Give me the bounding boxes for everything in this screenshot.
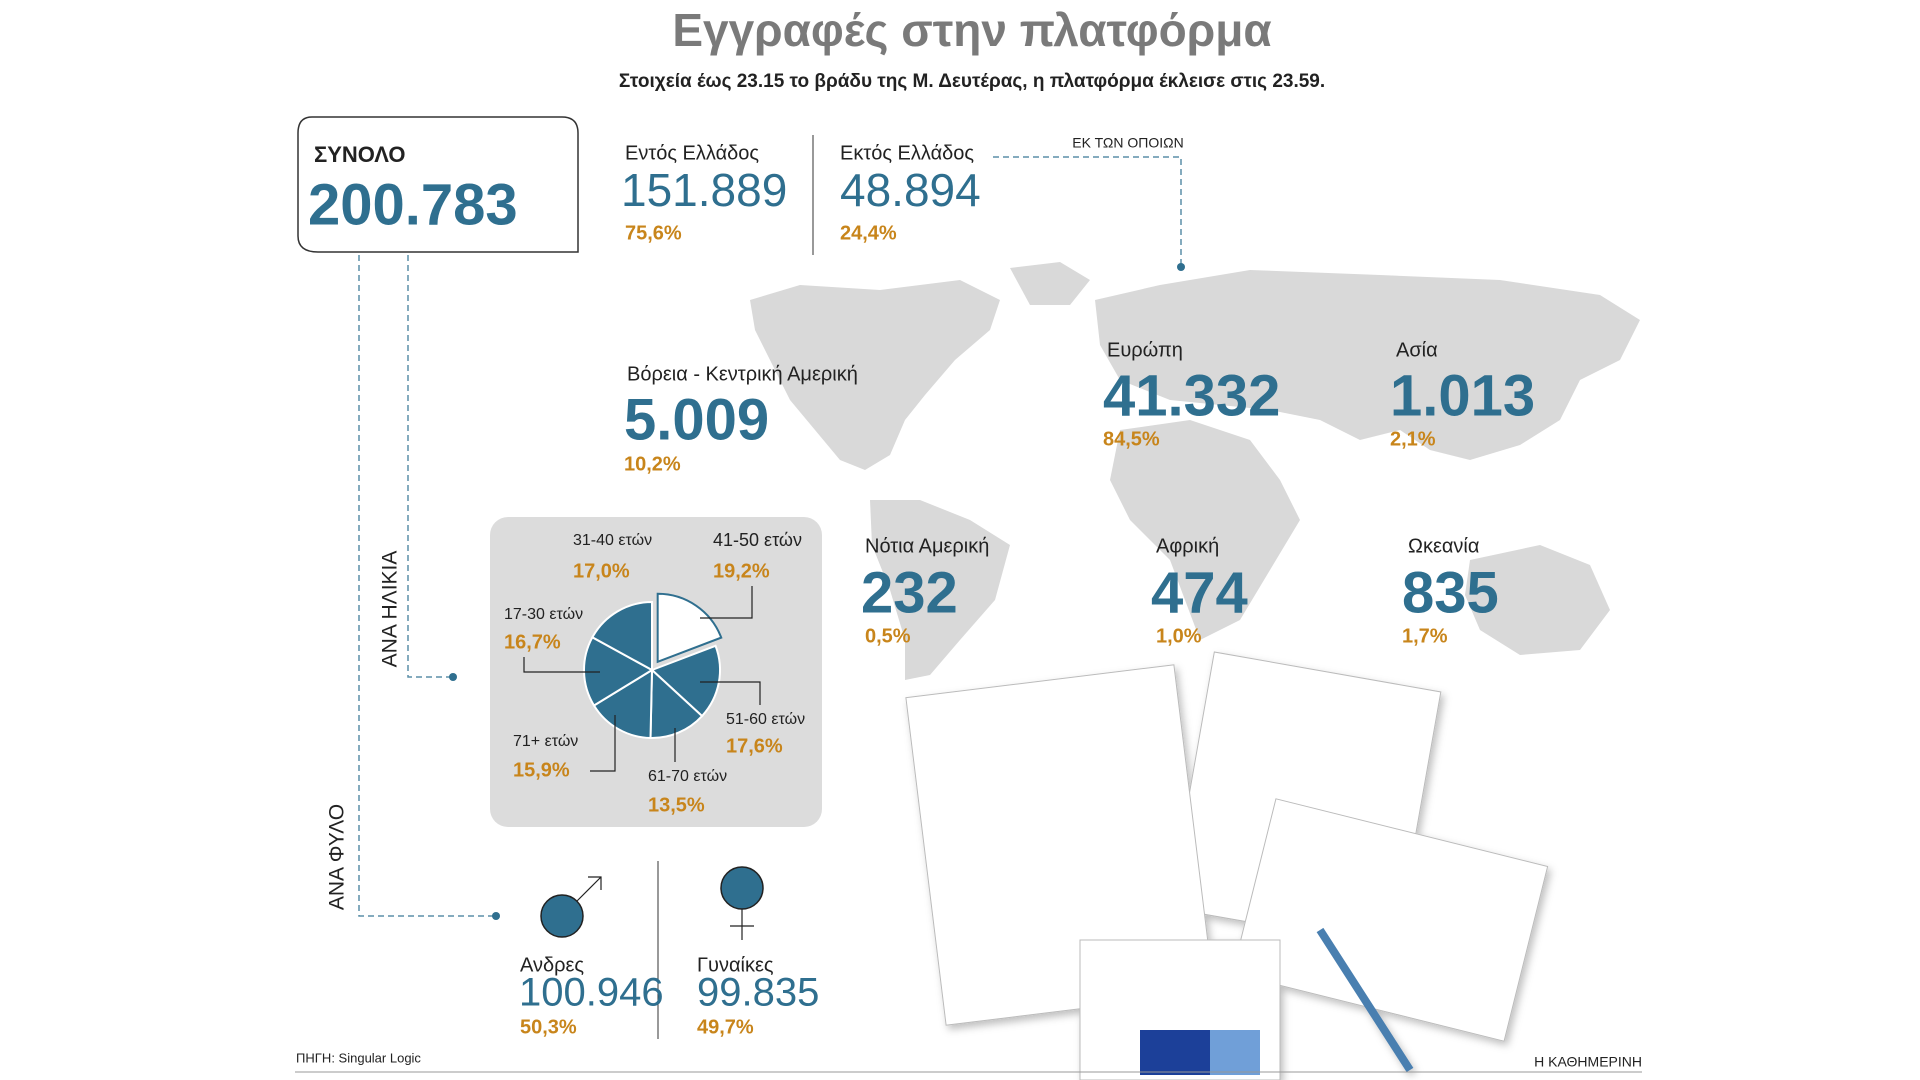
brand: Η ΚΑΘΗΜΕΡΙΝΗ [1534,1054,1642,1070]
pie-category: 51-60 ετών [726,711,805,728]
abroad-share: 24,4% [840,222,897,244]
section-age: ΑΝΑ ΗΛΙΚΙΑ [379,551,402,668]
pie-value-label: 19,2% [713,560,770,582]
region-share: 1,0% [1156,625,1202,647]
region-share: 1,7% [1402,625,1448,647]
gender-value: 100.946 [519,971,664,1015]
connector [358,255,494,917]
pie-slice [650,644,721,718]
connector [407,255,451,678]
subtitle: Στοιχεία έως 23.15 το βράδυ της Μ. Δευτέ… [619,71,1325,92]
domestic-label: Εντός Ελλάδος [625,142,759,164]
pie-category: 31-40 ετών [573,532,652,549]
region-share: 10,2% [624,453,681,475]
female-icon [720,866,764,940]
region-label: Ασία [1396,339,1438,361]
total-value: 200.783 [308,172,518,237]
domestic-value: 151.889 [621,164,787,216]
connector-dot [449,673,457,681]
abroad-value: 48.894 [840,164,981,216]
region-share: 2,1% [1390,428,1436,450]
region-label: Ευρώπη [1107,339,1183,361]
gender-share: 50,3% [520,1016,577,1038]
region-value: 835 [1402,560,1499,625]
connector-dot [492,912,500,920]
eu-flag [1140,1030,1210,1075]
region-label: Νότια Αμερική [865,535,989,557]
regions: Βόρεια - Κεντρική Αμερική 5.009 10,2% Ευ… [624,339,1535,647]
pie-value-label: 15,9% [513,759,570,781]
gender-share: 49,7% [697,1016,754,1038]
pie-slice [591,600,653,672]
region-label: Ωκεανία [1408,535,1479,557]
pie-category: 41-50 ετών [713,530,802,550]
region-value: 5.009 [624,387,769,452]
pie-value-label: 16,7% [504,631,561,653]
region-value: 1.013 [1390,363,1535,428]
pie-slice [649,667,704,739]
world-map [750,262,1640,680]
region-value: 474 [1151,560,1248,625]
connector-dot [1177,263,1185,271]
gr-flag [1210,1030,1260,1075]
pie-value-label: 17,6% [726,735,783,757]
pie-category: 17-30 ετών [504,606,583,623]
pie-value-label: 17,0% [573,560,630,582]
connector [993,156,1182,265]
pie-labels: 41-50 ετών 19,2% 51-60 ετών 17,6% 61-70 … [504,530,805,817]
region-label: Βόρεια - Κεντρική Αμερική [627,363,858,385]
pie-slice [592,668,654,740]
gender-value: 99.835 [697,971,819,1015]
region-label: Αφρική [1156,535,1219,557]
section-gender: ΑΝΑ ΦΥΛΟ [326,804,349,910]
pie-value-label: 13,5% [648,794,705,816]
ballot-papers [905,651,1549,1080]
title: Εγγραφές στην πλατφόρμα [672,4,1271,56]
region-share: 84,5% [1103,428,1160,450]
pie-slice [656,592,723,664]
pie-chart [583,592,723,740]
gender-label: Γυναίκες [697,954,774,976]
region-share: 0,5% [865,625,911,647]
pie-category: 61-70 ετών [648,768,727,785]
gender-label: Ανδρες [520,954,584,976]
abroad-note: ΕΚ ΤΩΝ ΟΠΟΙΩΝ [1072,135,1183,151]
region-value: 232 [861,560,958,625]
abroad-label: Εκτός Ελλάδος [840,142,974,164]
male-icon [540,876,602,938]
pie-category: 71+ ετών [513,733,578,750]
region-value: 41.332 [1103,363,1280,428]
domestic-share: 75,6% [625,222,682,244]
source: ΠΗΓΗ: Singular Logic [296,1050,421,1065]
total-box [297,116,579,253]
total-label: ΣΥΝΟΛΟ [314,142,405,167]
